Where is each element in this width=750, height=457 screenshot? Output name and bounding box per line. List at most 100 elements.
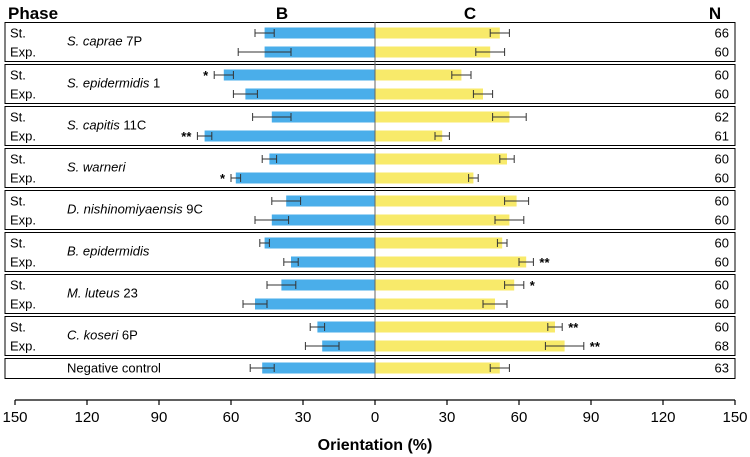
organism-genus-species: S. epidermidis: [67, 76, 150, 91]
bar-b: [264, 237, 375, 249]
error-bar-c: [547, 323, 563, 331]
organism-strain: 9C: [183, 202, 203, 217]
group-frame: [4, 232, 736, 272]
error-bar-b: [261, 155, 278, 163]
bar-c: [375, 279, 515, 291]
phase-label: Exp.: [10, 213, 36, 228]
n-value: 60: [715, 45, 729, 60]
error-bar-c: [518, 258, 534, 266]
phase-label: Exp.: [10, 297, 36, 312]
group-3: S. warneri St. 60 Exp. * 60: [4, 148, 736, 188]
error-bar-b: [266, 281, 297, 289]
group-8: Negative control 63: [4, 358, 736, 379]
organism-strain: Negative control: [67, 361, 161, 376]
group-frame: [4, 316, 736, 356]
x-tick-label: 60: [511, 409, 528, 426]
x-tick-label: 30: [295, 409, 312, 426]
organism-label: Negative control: [67, 361, 161, 376]
group-6: M. luteus 23 St. * 60 Exp. 60: [4, 274, 736, 314]
bar-b: [269, 153, 375, 165]
group-frame: [4, 22, 736, 62]
error-bar-c: [451, 71, 472, 79]
x-tick-label: 30: [439, 409, 456, 426]
organism-strain: 6P: [118, 328, 138, 343]
organism-label: S. capitis 11C: [67, 118, 146, 133]
n-value: 60: [715, 213, 729, 228]
error-bar-c: [544, 342, 585, 350]
data-row: St. * 60: [10, 278, 729, 294]
organism-label: S. caprae 7P: [67, 34, 142, 49]
x-axis: 150 120 90 60 30 0 30 60 90 120 150: [2, 399, 748, 426]
bar-c: [375, 46, 491, 58]
bar-c: [375, 298, 495, 310]
n-value: 60: [715, 236, 729, 251]
n-value: 63: [715, 361, 729, 376]
organism-label: S. epidermidis 1: [67, 76, 160, 91]
n-value: 68: [715, 339, 729, 354]
phase-label: Exp.: [10, 171, 36, 186]
n-value: 60: [715, 194, 729, 209]
n-value: 60: [715, 297, 729, 312]
x-tick-label: 90: [583, 409, 600, 426]
phase-label: Exp.: [10, 45, 36, 60]
significance-c: **: [539, 255, 550, 270]
organism-label: M. luteus 23: [67, 286, 138, 301]
bar-b: [271, 111, 375, 123]
bar-b: [281, 279, 375, 291]
error-bar-b: [254, 29, 275, 37]
x-tick-label: 120: [74, 409, 99, 426]
bar-b: [235, 172, 375, 184]
organism-genus-species: C. koseri: [67, 328, 119, 343]
bar-b: [264, 46, 375, 58]
n-value: 60: [715, 87, 729, 102]
organism-genus-species: S. warneri: [67, 160, 127, 175]
bar-c: [375, 321, 555, 333]
phase-label: St.: [10, 110, 26, 125]
organism-strain: 7P: [123, 34, 143, 49]
organism-strain: 23: [120, 286, 138, 301]
organism-genus-species: S. capitis: [67, 118, 120, 133]
organism-strain: 1: [149, 76, 160, 91]
bar-c: [375, 237, 503, 249]
organism-label: S. warneri: [67, 160, 127, 175]
bar-b: [245, 88, 375, 100]
error-bar-b: [271, 197, 302, 205]
header-n: N: [709, 4, 721, 23]
bar-c: [375, 172, 474, 184]
bar-c: [375, 256, 527, 268]
data-row: St. 60: [10, 152, 729, 167]
error-bar-c: [492, 113, 527, 121]
x-tick-label: 120: [650, 409, 675, 426]
bar-b: [204, 130, 375, 142]
n-value: 60: [715, 278, 729, 293]
phase-label: Exp.: [10, 339, 36, 354]
data-row: Exp. ** 68: [10, 339, 729, 355]
bar-b: [262, 362, 375, 374]
error-bar-b: [196, 132, 213, 140]
group-5: B. epidermidis St. 60 Exp. ** 60: [4, 232, 736, 272]
group-7: C. koseri 6P St. ** 60 Exp. ** 68: [4, 316, 736, 356]
header-phase: Phase: [8, 4, 58, 23]
data-row: 63: [249, 361, 729, 376]
phase-label: St.: [10, 26, 26, 41]
error-bar-c: [489, 364, 510, 372]
significance-b: *: [220, 171, 226, 186]
phase-label: St.: [10, 236, 26, 251]
group-frame: [4, 358, 736, 379]
n-value: 60: [715, 68, 729, 83]
data-row: Exp. ** 61: [10, 129, 729, 145]
bar-b: [286, 195, 375, 207]
error-bar-b: [283, 258, 299, 266]
n-value: 60: [715, 255, 729, 270]
bar-c: [375, 340, 565, 352]
phase-label: St.: [10, 194, 26, 209]
bar-c: [375, 111, 510, 123]
organism-label: B. epidermidis: [67, 244, 150, 259]
bar-c: [375, 214, 510, 226]
error-bar-c: [494, 216, 525, 224]
x-tick-label: 0: [371, 409, 379, 426]
error-bar-c: [434, 132, 450, 140]
group-frame: [4, 64, 736, 104]
group-1: S. epidermidis 1 St. * 60 Exp. 60: [4, 64, 736, 104]
data-row: Exp. * 60: [10, 171, 729, 187]
